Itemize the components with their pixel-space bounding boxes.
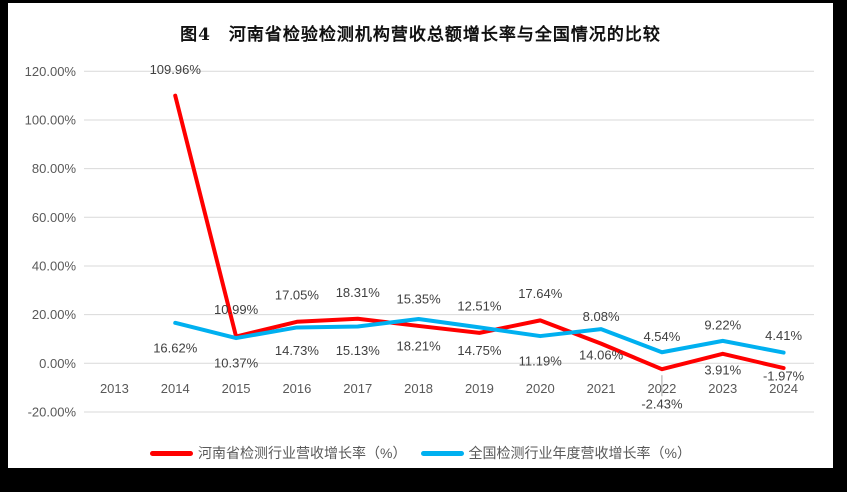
data-label: 4.41% [765,328,802,343]
data-label: 15.13% [336,343,381,358]
y-axis-tick-label: 0.00% [39,356,76,371]
x-axis-tick-label: 2015 [222,381,251,396]
plot-svg: 120.00% 100.00% 80.00% 60.00% 40.00% 20.00% 0.… [25,62,814,419]
legend: 河南省检测行业营收增长率（%） 全国检测行业年度营收增长率（%） [8,443,833,463]
y-axis-tick-label: 120.00% [25,64,77,79]
legend-label-national: 全国检测行业年度营收增长率（%） [468,445,691,461]
data-label: 17.64% [518,286,563,301]
data-label: 14.75% [457,343,502,358]
x-axis-tick-label: 2021 [587,381,616,396]
y-axis-tick-label: -20.00% [28,404,77,419]
legend-line-swatch-national [420,450,464,456]
data-label: 15.35% [397,291,442,306]
legend-item-henan: 河南省检测行业营收增长率（%） [150,443,407,463]
data-label: 17.05% [275,287,320,302]
y-axis-tick-label: 20.00% [32,307,77,322]
legend-label-henan: 河南省检测行业营收增长率（%） [198,445,407,461]
series-line-henan [173,93,786,372]
data-label: 18.31% [336,285,381,300]
x-axis-tick-label: 2024 [769,381,798,396]
legend-item-national: 全国检测行业年度营收增长率（%） [420,443,691,463]
series-line-national [173,316,786,355]
x-axis-tick-label: 2023 [708,381,737,396]
data-label: 3.91% [704,362,741,377]
data-label: 14.06% [579,348,624,363]
x-axis-tick-label: 2019 [465,381,494,396]
y-axis-tick-label: 40.00% [32,258,77,273]
data-label: 11.19% [519,354,563,369]
x-axis-tick-label: 2018 [404,381,433,396]
data-label: 4.54% [643,329,680,344]
chart-title: 图4 河南省检验检测机构营收总额增长率与全国情况的比较 [180,25,661,45]
legend-line-swatch-henan [150,450,194,456]
data-label: 18.21% [397,338,442,353]
data-label: 16.62% [153,340,198,355]
data-label: 14.73% [275,343,320,358]
x-axis-tick-label: 2014 [161,381,190,396]
chart-area: 图4 河南省检验检测机构营收总额增长率与全国情况的比较 120.00% 100.0… [8,3,833,468]
data-label: 8.08% [583,309,620,324]
data-label: 10.37% [214,356,259,371]
x-axis-tick-label: 2017 [343,381,372,396]
y-axis-tick-label: 80.00% [32,161,77,176]
data-label: 10.99% [214,302,259,317]
data-label: 109.96% [150,62,202,77]
data-label: -2.43% [641,397,683,412]
x-axis-tick-label: 2013 [100,381,129,396]
x-axis-tick-label: 2022 [647,381,676,396]
x-axis-tick-label: 2016 [282,381,311,396]
data-label: 9.22% [704,317,741,332]
y-axis-tick-label: 60.00% [32,210,77,225]
data-label: -1.97% [763,369,805,384]
x-axis-tick-label: 2020 [526,381,555,396]
data-label: 12.51% [457,298,502,313]
y-axis-tick-label: 100.00% [25,112,77,127]
